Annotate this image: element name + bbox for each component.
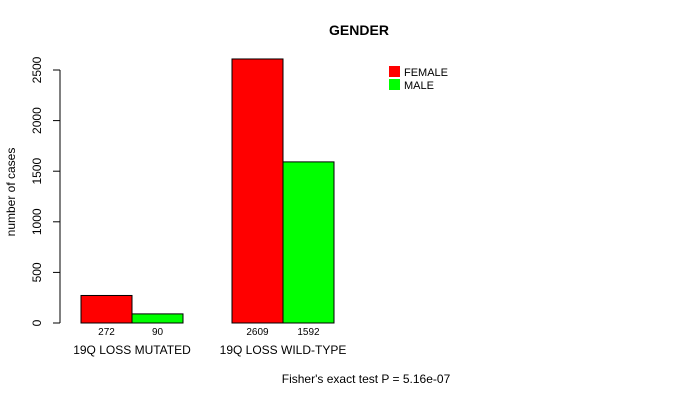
bar-value-label: 1592 [297, 327, 320, 338]
bar-female-1 [231, 58, 284, 324]
legend-swatch-female [389, 66, 400, 77]
bar-value-labels: 272 90 2609 1592 [98, 327, 320, 338]
bar-value-label: 272 [98, 327, 115, 338]
category-label: 19Q LOSS MUTATED [73, 343, 191, 357]
bar-value-label: 90 [152, 327, 164, 338]
category-label: 19Q LOSS WILD-TYPE [220, 343, 347, 357]
y-tick-label: 1500 [30, 158, 44, 185]
fisher-test-footnote: Fisher's exact test P = 5.16e-07 [282, 372, 451, 386]
legend-label-female: FEMALE [404, 67, 448, 79]
y-axis-label: number of cases [4, 148, 18, 237]
bars [80, 58, 335, 324]
bar-male-1 [282, 161, 335, 324]
bar-male-0 [131, 313, 184, 324]
y-tick-label: 2000 [30, 107, 44, 134]
bar-value-label: 2609 [246, 327, 269, 338]
y-tick-label: 2500 [30, 56, 44, 83]
bar-female-0 [80, 294, 133, 324]
legend-swatch-male [389, 79, 400, 90]
y-axis: 0 500 1000 1500 2000 2500 [30, 56, 61, 326]
chart-title: GENDER [329, 22, 389, 38]
y-tick-label: 1000 [30, 208, 44, 235]
y-tick-label: 500 [30, 262, 44, 282]
y-tick-label: 0 [30, 319, 44, 326]
legend-label-male: MALE [404, 80, 434, 92]
category-labels: 19Q LOSS MUTATED 19Q LOSS WILD-TYPE [73, 343, 346, 357]
